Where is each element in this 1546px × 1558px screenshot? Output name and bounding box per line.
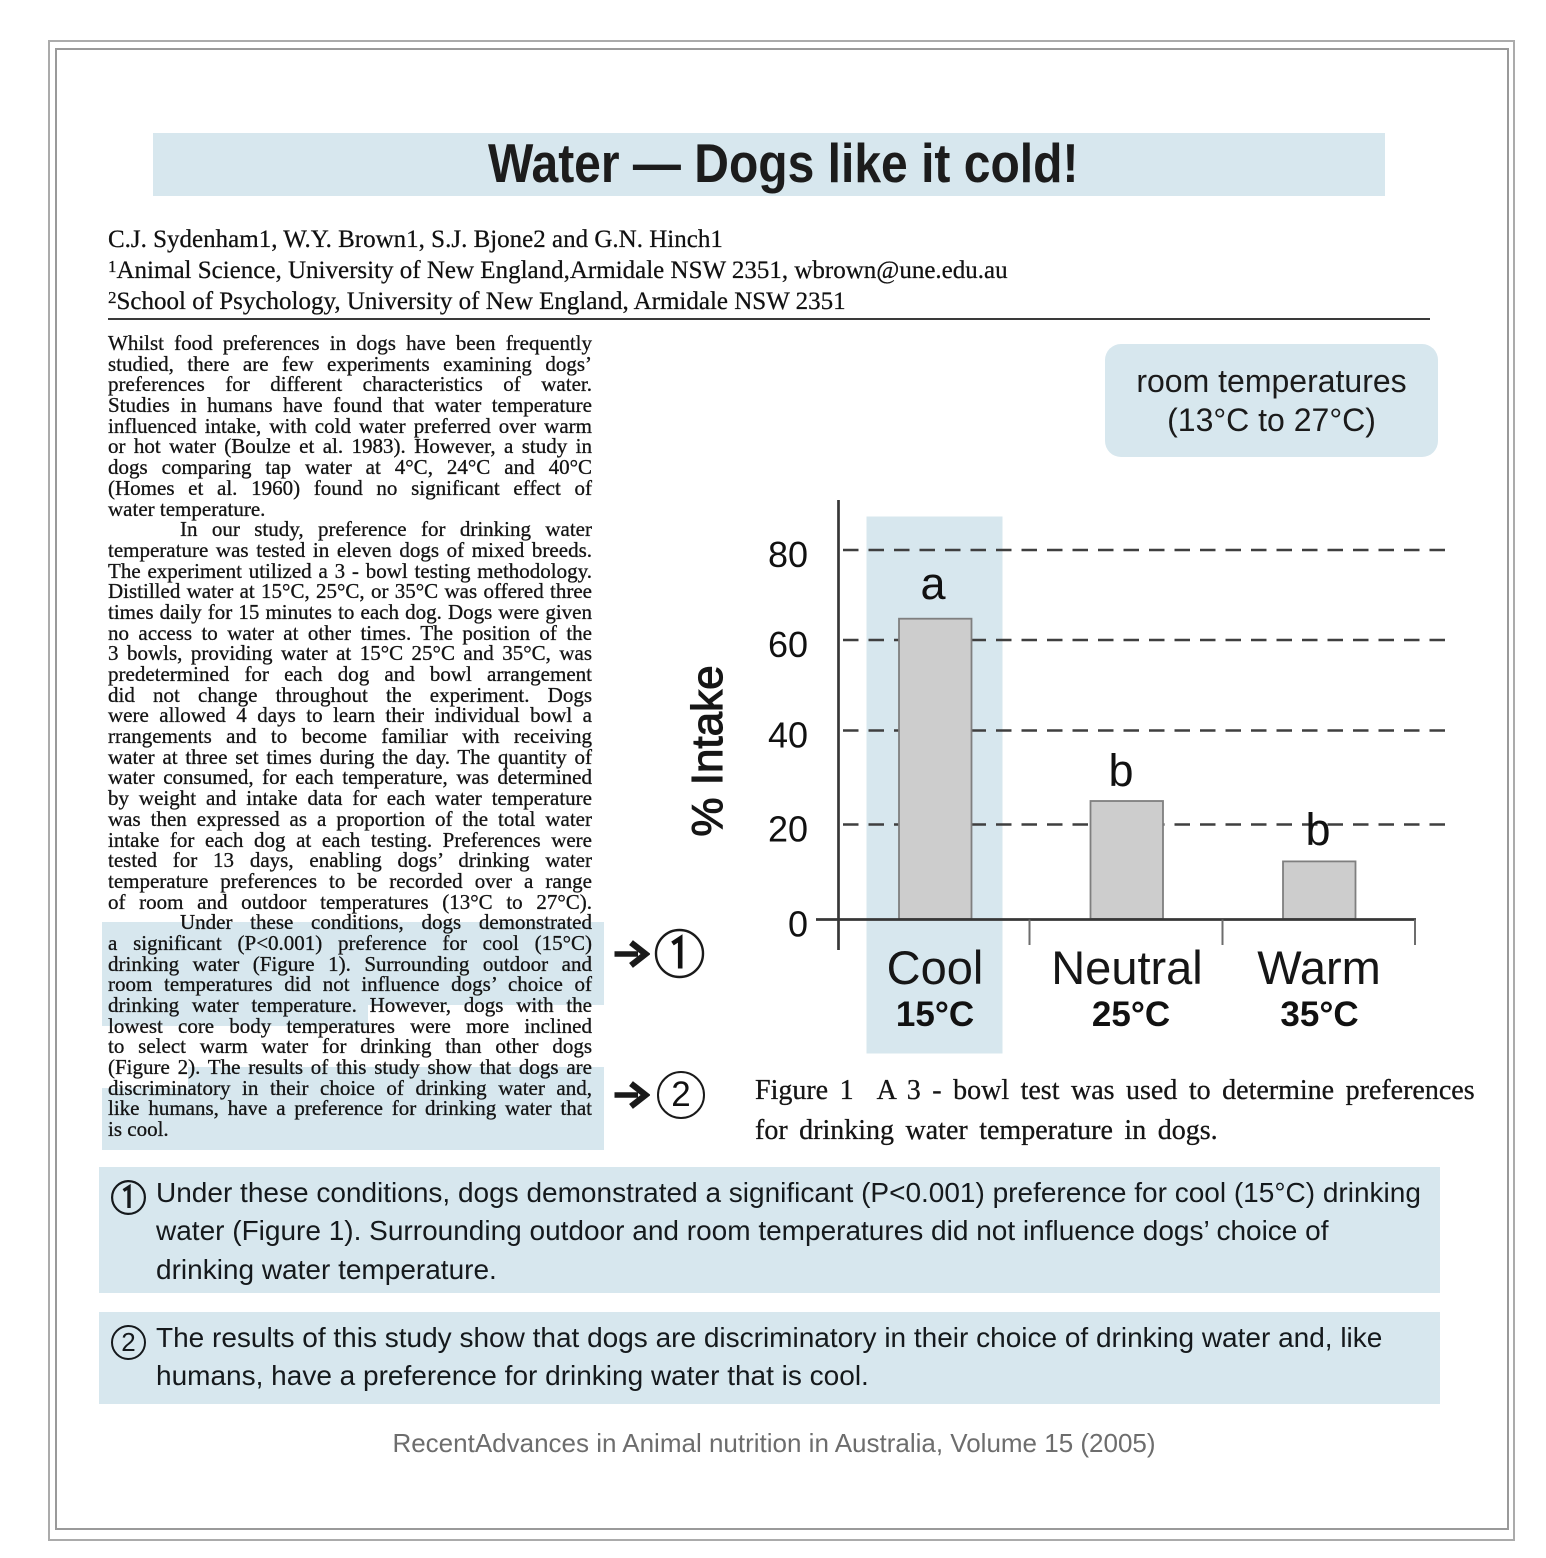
svg-text:25°C: 25°C bbox=[1092, 995, 1170, 1034]
svg-text:15°C: 15°C bbox=[896, 995, 974, 1034]
svg-text:80: 80 bbox=[768, 534, 808, 575]
svg-text:% Intake: % Intake bbox=[683, 665, 732, 836]
svg-text:Cool: Cool bbox=[887, 941, 984, 994]
svg-text:Warm: Warm bbox=[1257, 941, 1381, 994]
svg-text:b: b bbox=[1305, 804, 1330, 855]
svg-text:35°C: 35°C bbox=[1280, 995, 1358, 1034]
svg-text:20: 20 bbox=[768, 809, 808, 850]
svg-text:40: 40 bbox=[768, 715, 808, 756]
svg-text:Neutral: Neutral bbox=[1051, 941, 1203, 994]
svg-text:0: 0 bbox=[788, 904, 808, 945]
svg-text:a: a bbox=[920, 558, 946, 609]
svg-text:b: b bbox=[1108, 745, 1133, 796]
svg-text:60: 60 bbox=[768, 624, 808, 665]
